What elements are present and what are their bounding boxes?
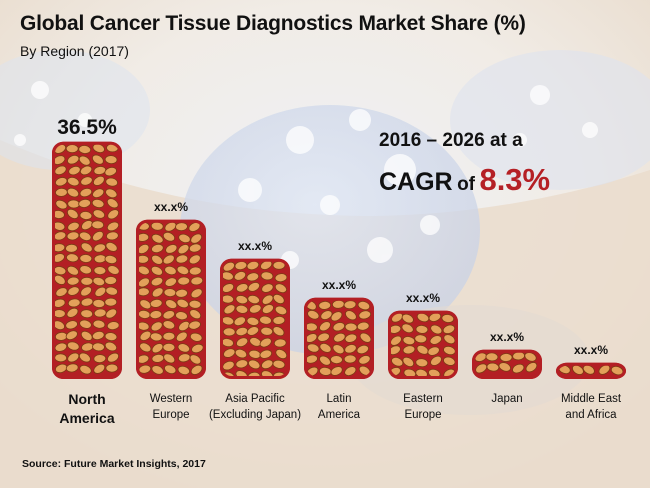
bar-cells-0: [52, 143, 120, 375]
bar-cells-3: [304, 299, 372, 377]
category-label-2-line-1: Asia Pacific: [225, 393, 285, 405]
category-label-0-line-1: North: [68, 391, 105, 407]
bar-cells-2: [221, 260, 288, 379]
data-label-1: xx.x%: [154, 200, 188, 214]
category-label-6-line-2: and Africa: [565, 409, 617, 421]
bar-cells-5: [474, 351, 538, 374]
category-label-2-line-2: (Excluding Japan): [209, 409, 301, 421]
cagr-of-label: of: [457, 174, 475, 195]
cagr-value: 8.3%: [479, 162, 551, 197]
category-label-1-line-1: Western: [150, 393, 193, 405]
category-label-3-line-2: America: [318, 409, 361, 421]
cagr-label: CAGR: [379, 168, 453, 196]
bar-2: [220, 258, 290, 379]
category-label-5: Japan: [491, 393, 522, 405]
category-label-3-line-1: Latin: [327, 393, 352, 405]
cagr-callout-period: 2016 – 2026 at a: [379, 130, 523, 151]
category-label-6-line-1: Middle East: [561, 393, 622, 405]
bar-6: [556, 362, 626, 379]
data-label-0: 36.5%: [57, 116, 117, 139]
data-label-6: xx.x%: [574, 343, 608, 357]
category-label-4-line-2: Europe: [404, 409, 441, 421]
data-label-4: xx.x%: [406, 291, 440, 305]
bar-5: [472, 349, 542, 379]
bar-4: [388, 310, 458, 379]
chart-subtitle: By Region (2017): [20, 43, 129, 59]
source-note: Source: Future Market Insights, 2017: [22, 458, 206, 470]
category-label-0-line-2: America: [59, 410, 114, 426]
category-label-1-line-2: Europe: [152, 409, 189, 421]
bar-1: [136, 219, 206, 379]
data-label-2: xx.x%: [238, 239, 272, 253]
bar-cells-4: [388, 312, 456, 379]
chart-title: Global Cancer Tissue Diagnostics Market …: [20, 12, 526, 35]
data-label-3: xx.x%: [322, 278, 356, 292]
category-label-4-line-1: Eastern: [403, 393, 443, 405]
cagr-callout: CAGR of 8.3%: [379, 162, 550, 198]
bar-3: [304, 297, 374, 379]
data-label-5: xx.x%: [490, 330, 524, 344]
bar-0: [52, 141, 122, 379]
